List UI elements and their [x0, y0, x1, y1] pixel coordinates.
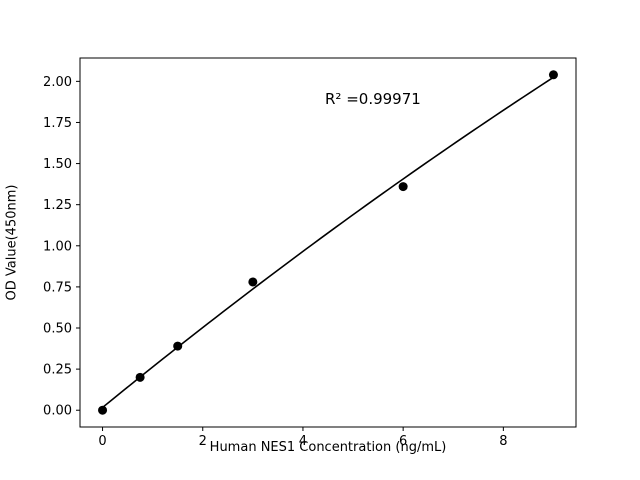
- data-point: [398, 182, 408, 192]
- y-tick-label: 0.50: [43, 322, 72, 337]
- data-point: [135, 372, 145, 382]
- x-tick-label: 2: [199, 434, 207, 449]
- data-point: [173, 341, 183, 351]
- axes-spines: [79, 57, 577, 428]
- data-point: [248, 277, 258, 287]
- x-axis-label: Human NES1 Concentration (ng/mL): [209, 440, 447, 455]
- y-tick-label: 1.75: [43, 116, 72, 131]
- r-squared-annotation: R² =0.99971: [325, 90, 421, 108]
- data-point: [548, 70, 558, 80]
- y-tick-label: 1.25: [43, 198, 72, 213]
- y-tick-label: 1.00: [43, 239, 72, 254]
- y-tick-label: 0.75: [43, 280, 72, 295]
- x-tick-label: 6: [399, 434, 407, 449]
- y-tick-label: 1.50: [43, 157, 72, 172]
- y-tick-label: 0.00: [43, 404, 72, 419]
- y-tick-label: 0.25: [43, 363, 72, 378]
- x-tick-label: 0: [98, 434, 106, 449]
- y-axis-label: OD Value(450nm): [4, 184, 20, 301]
- fit-curve: [102, 76, 554, 409]
- y-tick-label: 2.00: [43, 75, 72, 90]
- x-tick-label: 4: [299, 434, 307, 449]
- x-tick-label: 8: [499, 434, 507, 449]
- data-point: [98, 405, 108, 415]
